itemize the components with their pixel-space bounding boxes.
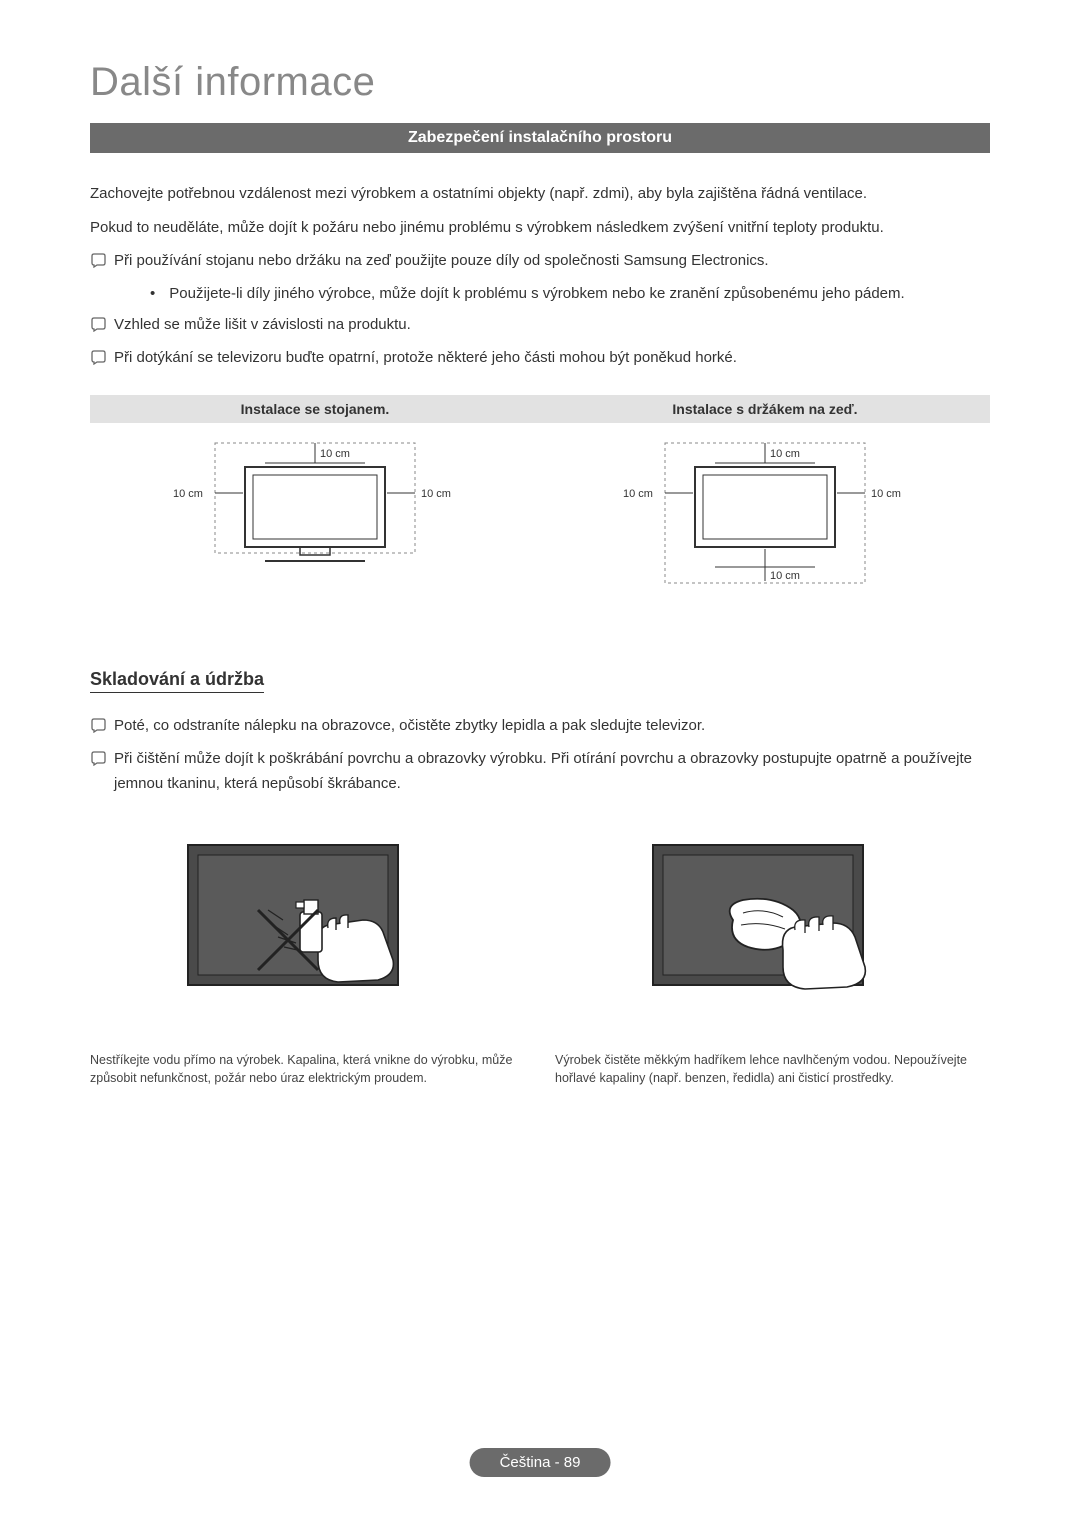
stand-diagram: 10 cm 10 cm 10 cm (90, 433, 540, 593)
note-icon (90, 315, 106, 341)
page-title: Další informace (90, 60, 990, 105)
note-item: Při používání stojanu nebo držáku na zeď… (90, 248, 990, 277)
meas-right: 10 cm (421, 488, 451, 500)
note-item: Vzhled se může lišit v závislosti na pro… (90, 312, 990, 341)
notes-bottom: Poté, co odstraníte nálepku na obrazovce… (90, 713, 990, 797)
meas-bottom: 10 cm (770, 570, 800, 582)
note-text: Při dotýkání se televizoru buďte opatrní… (114, 345, 737, 371)
meas-left: 10 cm (173, 488, 203, 500)
note-icon (90, 251, 106, 277)
caption-left: Nestříkejte vodu přímo na výrobek. Kapal… (90, 1051, 525, 1087)
illus-wipe (555, 825, 990, 1025)
intro-para-2: Pokud to neuděláte, může dojít k požáru … (90, 215, 990, 241)
note-text: Při používání stojanu nebo držáku na zeď… (114, 248, 769, 274)
diagram-row: 10 cm 10 cm 10 cm 10 cm (90, 433, 990, 593)
section-bar: Zabezpečení instalačního prostoru (90, 123, 990, 153)
note-item: Při dotýkání se televizoru buďte opatrní… (90, 345, 990, 374)
note-item: Poté, co odstraníte nálepku na obrazovce… (90, 713, 990, 742)
diagram-headers: Instalace se stojanem. Instalace s držák… (90, 395, 990, 423)
note-text: Poté, co odstraníte nálepku na obrazovce… (114, 713, 705, 739)
page-footer: Čeština - 89 (470, 1448, 611, 1477)
notes-mid: Vzhled se může lišit v závislosti na pro… (90, 312, 990, 373)
note-text: Při čištění může dojít k poškrábání povr… (114, 746, 990, 797)
note-icon (90, 348, 106, 374)
intro-para-1: Zachovejte potřebnou vzdálenost mezi výr… (90, 181, 990, 207)
note-text: Vzhled se může lišit v závislosti na pro… (114, 312, 411, 338)
bullet-dot-icon: • (150, 281, 155, 307)
illus-spray (90, 825, 525, 1025)
illustration-row: Nestříkejte vodu přímo na výrobek. Kapal… (90, 825, 990, 1087)
caption-right: Výrobek čistěte měkkým hadříkem lehce na… (555, 1051, 990, 1087)
subheading-storage: Skladování a údržba (90, 669, 264, 693)
note-icon (90, 716, 106, 742)
wall-header: Instalace s držákem na zeď. (540, 395, 990, 423)
stand-header: Instalace se stojanem. (90, 395, 540, 423)
bullet-item: • Použijete-li díly jiného výrobce, může… (150, 281, 990, 307)
wall-diagram: 10 cm 10 cm 10 cm 10 cm (540, 433, 990, 593)
meas-right: 10 cm (871, 488, 901, 500)
meas-top: 10 cm (770, 448, 800, 460)
note-icon (90, 749, 106, 775)
meas-left: 10 cm (623, 488, 653, 500)
notes-top: Při používání stojanu nebo držáku na zeď… (90, 248, 990, 277)
bullet-text: Použijete-li díly jiného výrobce, může d… (169, 281, 904, 307)
note-item: Při čištění může dojít k poškrábání povr… (90, 746, 990, 797)
meas-top: 10 cm (320, 448, 350, 460)
